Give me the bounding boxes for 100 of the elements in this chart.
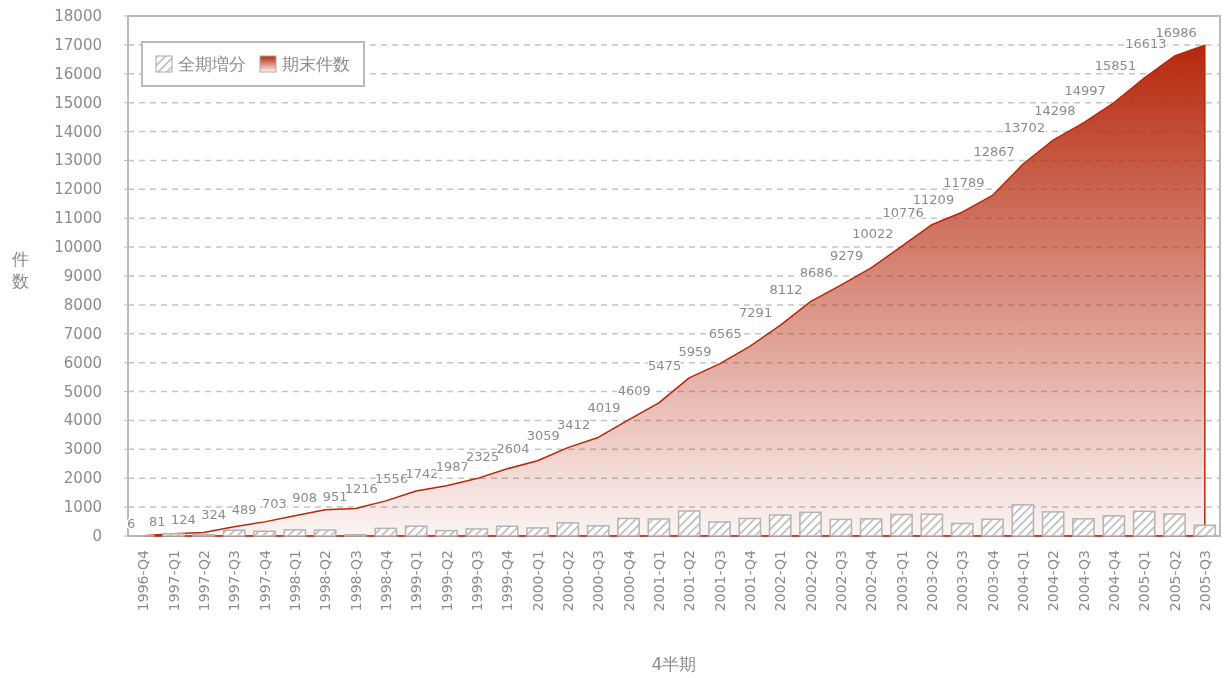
bar: [738, 517, 762, 537]
x-tick-label: 2003-Q4: [984, 549, 1001, 612]
bar: [162, 533, 185, 537]
y-tick-label: 10000: [54, 238, 102, 257]
y-tick-label: 3000: [63, 440, 102, 459]
bar: [465, 528, 489, 537]
bar: [495, 525, 519, 537]
data-label: 12867: [973, 144, 1015, 160]
data-label: 5475: [648, 357, 682, 373]
x-tick-label: 2005-Q3: [1196, 550, 1213, 612]
data-label: 9279: [830, 247, 864, 263]
legend-label: 期末件数: [282, 54, 350, 74]
data-label: 703: [262, 495, 287, 511]
bar: [677, 510, 701, 537]
x-tick-label: 1998-Q4: [377, 549, 394, 612]
x-tick-label: 1997-Q3: [226, 550, 243, 612]
data-label: 7291: [739, 305, 773, 321]
y-tick-label: 5000: [63, 382, 102, 401]
data-label: 8686: [799, 265, 833, 281]
data-label: 14298: [1034, 102, 1076, 118]
x-tick-label: 1997-Q2: [195, 550, 212, 612]
x-tick-label: 2002-Q3: [832, 550, 849, 612]
bar: [222, 529, 246, 537]
x-tick-label: 1999-Q2: [438, 550, 455, 612]
bar: [981, 518, 1004, 537]
bar: [920, 513, 944, 537]
data-label: 124: [171, 512, 196, 528]
x-tick-label: 1996-Q4: [135, 549, 152, 612]
bar: [1011, 504, 1035, 537]
y-tick-label: 17000: [54, 35, 102, 54]
bar: [829, 518, 853, 537]
x-tick-label: 1997-Q4: [256, 549, 273, 612]
x-tick-label: 2004-Q2: [1045, 550, 1062, 612]
x-tick-label: 1998-Q2: [317, 550, 334, 612]
data-label: 5959: [678, 343, 712, 359]
bar: [708, 521, 731, 537]
x-tick-label: 2000-Q1: [529, 550, 546, 612]
x-axis-title: 4半期: [651, 654, 697, 674]
x-tick-label: 2003-Q1: [893, 550, 910, 612]
x-tick-label: 1999-Q4: [499, 549, 516, 612]
data-label: 13702: [1003, 120, 1046, 136]
x-tick-label: 1999-Q1: [408, 550, 425, 612]
data-label: 324: [201, 506, 227, 522]
bar: [890, 513, 913, 537]
data-label: 8112: [769, 281, 803, 297]
x-tick-label: 2001-Q1: [650, 550, 667, 612]
x-tick-label: 2004-Q1: [1014, 550, 1031, 612]
data-label: 489: [231, 501, 257, 517]
data-label: 2604: [496, 440, 530, 456]
y-tick-label: 12000: [54, 180, 102, 199]
data-label: 81: [148, 513, 166, 529]
x-tick-label: 2002-Q1: [772, 550, 789, 612]
bar: [526, 527, 549, 537]
y-tick-label: 16000: [54, 64, 102, 83]
y-axis-title: 件数: [11, 249, 29, 291]
x-tick-label: 2000-Q2: [559, 550, 576, 612]
data-label: 3412: [557, 417, 591, 433]
y-tick-label: 8000: [63, 295, 102, 314]
x-tick-label: 2004-Q4: [1105, 549, 1122, 612]
bar: [1163, 513, 1186, 537]
data-label: 10022: [852, 226, 894, 242]
data-label: 16613: [1125, 36, 1167, 52]
data-label: 14997: [1064, 82, 1106, 98]
x-tick-label: 2004-Q3: [1075, 550, 1092, 612]
bar: [1102, 515, 1126, 537]
y-tick-label: 2000: [63, 469, 102, 488]
x-tick-label: 2001-Q4: [741, 549, 758, 612]
x-tick-label: 2001-Q3: [711, 550, 728, 612]
bar: [799, 511, 822, 537]
data-label: 6565: [708, 326, 742, 342]
x-tick-label: 2000-Q3: [590, 550, 607, 612]
y-tick-label: 15000: [54, 93, 102, 112]
bar: [404, 525, 428, 537]
bar: [374, 527, 398, 537]
y-tick-label: 0: [92, 527, 102, 545]
bar: [1132, 510, 1156, 537]
bar: [859, 518, 883, 537]
x-tick-label: 2000-Q4: [620, 549, 637, 612]
y-tick-label: 6000: [63, 353, 102, 372]
bar: [950, 522, 974, 537]
data-label: 4019: [587, 399, 621, 415]
bar: [556, 522, 580, 537]
x-tick-label: 2002-Q4: [863, 549, 880, 612]
data-label: 11789: [943, 175, 985, 191]
y-tick-label: 4000: [63, 411, 102, 430]
data-label: 4609: [617, 382, 651, 398]
bar: [435, 529, 458, 537]
bar: [313, 529, 337, 537]
bar: [1072, 518, 1095, 537]
y-tick-label: 1000: [63, 498, 102, 517]
y-tick-label: 13000: [54, 151, 102, 170]
x-tick-label: 2005-Q1: [1136, 550, 1153, 612]
x-tick-label: 2005-Q2: [1166, 550, 1183, 612]
bar: [647, 518, 671, 537]
x-tick-label: 1999-Q3: [468, 550, 485, 612]
y-tick-label: 11000: [54, 209, 102, 228]
data-label: 908: [292, 489, 318, 505]
bar: [768, 514, 792, 537]
data-label: 15851: [1094, 58, 1137, 74]
x-tick-label: 2002-Q2: [802, 550, 819, 612]
